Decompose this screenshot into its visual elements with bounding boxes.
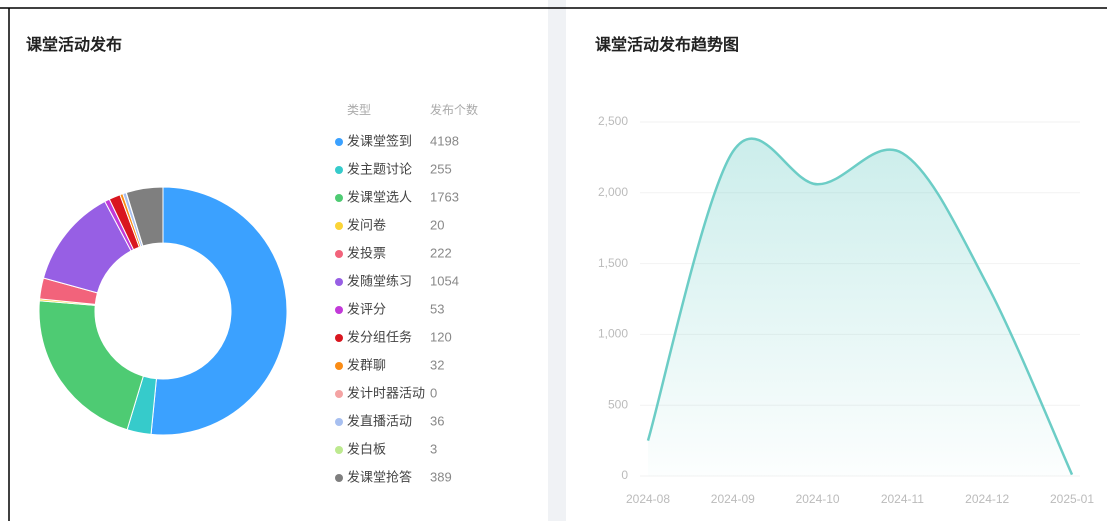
legend-value: 0 [430, 385, 437, 400]
legend-label: 发课堂抢答 [347, 469, 412, 484]
legend-label: 发随堂练习 [347, 273, 412, 288]
legend-dot [335, 222, 343, 230]
x-tick-label: 2024-08 [626, 492, 670, 506]
legend-label: 发白板 [347, 441, 386, 456]
legend-dot [335, 138, 343, 146]
legend-dot [335, 306, 343, 314]
divider [548, 0, 566, 521]
legend-label: 发群聊 [347, 357, 386, 372]
legend-value: 53 [430, 301, 444, 316]
donut-slice [38, 300, 144, 431]
y-tick-label: 0 [621, 468, 628, 482]
legend-dot [335, 362, 343, 370]
legend-value: 1763 [430, 189, 459, 204]
legend-value: 3 [430, 441, 437, 456]
legend-dot [335, 166, 343, 174]
chart-title: 课堂活动发布 [26, 35, 122, 54]
legend-dot [335, 194, 343, 202]
y-tick-label: 1,000 [598, 327, 628, 341]
legend-dot [335, 418, 343, 426]
legend-label: 发课堂选人 [347, 189, 412, 204]
legend-dot [335, 390, 343, 398]
legend-header: 发布个数 [430, 102, 478, 117]
legend-label: 发直播活动 [347, 413, 412, 428]
y-tick-label: 1,500 [598, 256, 628, 270]
legend-label: 发课堂签到 [347, 133, 412, 148]
x-tick-label: 2024-09 [711, 492, 755, 506]
x-tick-label: 2024-11 [881, 492, 924, 506]
legend-label: 发计时器活动 [347, 385, 425, 400]
x-tick-label: 2025-01 [1050, 492, 1094, 506]
legend-dot [335, 334, 343, 342]
legend-dot [335, 250, 343, 258]
legend-value: 255 [430, 161, 452, 176]
legend-value: 4198 [430, 133, 459, 148]
x-tick-label: 2024-10 [796, 492, 840, 506]
line [646, 137, 1074, 476]
y-tick-label: 2,500 [598, 114, 628, 128]
y-tick-label: 500 [608, 397, 628, 411]
legend-value: 120 [430, 329, 452, 344]
donut-slice [150, 186, 288, 436]
legend-label: 发投票 [347, 245, 386, 260]
legend-dot [335, 474, 343, 482]
area [648, 138, 1072, 476]
legend-value: 32 [430, 357, 444, 372]
x-tick-label: 2024-12 [965, 492, 1009, 506]
legend-value: 1054 [430, 273, 459, 288]
donut-slice [125, 186, 164, 247]
legend-header: 类型 [347, 103, 371, 117]
legend-label: 发分组任务 [347, 329, 412, 344]
legend-value: 389 [430, 469, 452, 484]
chart-title: 课堂活动发布趋势图 [595, 35, 739, 54]
y-tick-label: 2,000 [598, 185, 628, 199]
legend-dot [335, 446, 343, 454]
legend-label: 发问卷 [347, 217, 386, 232]
legend-label: 发主题讨论 [347, 161, 412, 176]
legend-label: 发评分 [347, 301, 386, 316]
legend-value: 222 [430, 245, 452, 260]
legend-value: 36 [430, 413, 444, 428]
legend-dot [335, 278, 343, 286]
legend-value: 20 [430, 217, 444, 232]
